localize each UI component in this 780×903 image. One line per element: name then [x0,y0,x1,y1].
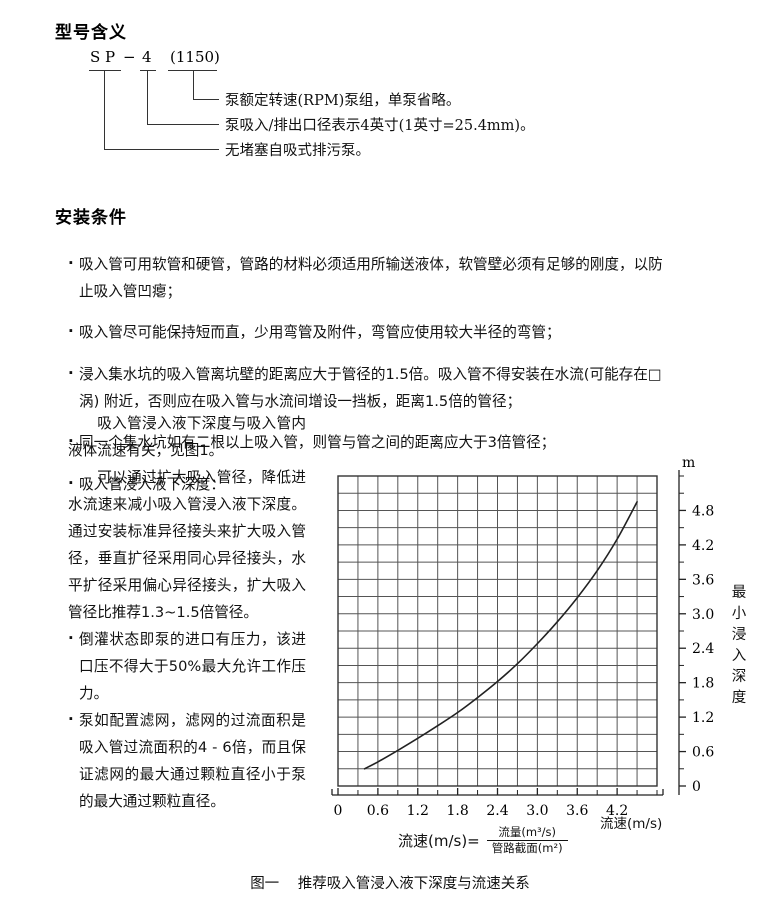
chart-y-axis-title: 最小浸入深度 [729,583,749,709]
list-item: 吸入管可用软管和硬管，管路的材料必须适用所输送液体，软管壁必须有足够的刚度，以防… [68,250,668,305]
chart-x-tick-label: 0 [334,803,343,815]
chart-x-tick-label: 1.2 [407,803,429,815]
chart-y-axis-title-char: 浸 [731,627,747,643]
chart-y-axis-title-char: 最 [731,585,747,601]
chart-immersion-depth-vs-velocity: m 0 0.6 1.2 1.8 2.4 3.0 3.6 4.2 4.8 0 0.6 1.2 1.8 2.… [325,455,775,855]
chart-y-tick-label: 4.2 [692,538,714,554]
chart-x-axis [331,788,664,796]
list-item: 泵如配置滤网，滤网的过流面积是吸入管过流面积的4 - 6倍，而且保证滤网的最大通… [68,706,306,815]
formula-denominator: 管路截面(m²) [486,840,568,855]
formula-left-side: 流速(m/s)= [398,832,480,851]
paragraph: 吸入管浸入液下深度与吸入管内液体流速有关，见图1。 [68,415,306,459]
list-item: 倒灌状态即泵的进口有压力，该进口压不得大于50%最大允许工作压力。 [68,625,306,707]
model-code-diagram: S P − 4 (1150) 泵额定转速(RPM)泵组，单泵省略。 泵吸入/排出… [89,44,730,174]
chart-y-axis-title-char: 入 [731,648,747,664]
chart-x-axis-title: 流速(m/s) [600,816,663,832]
immersion-depth-column: 吸入管浸入液下深度与吸入管内液体流速有关，见图1。 可以通过扩大吸入管径，降低进… [68,410,306,815]
chart-x-tick-label: 0.6 [367,803,389,815]
page-title-model-meaning: 型号含义 [55,23,127,43]
model-leader-size-vertical [147,70,148,124]
paragraph: 可以通过扩大吸入管径，降低进水流速来减小吸入管浸入液下深度。通过安装标准异径接头… [68,469,306,621]
chart-y-tick-label: 0 [692,779,701,795]
model-leader-series-vertical [104,70,105,149]
list-item: 同一个集水坑如有二根以上吸入管，则管与管之间的距离应大于3倍管径； [68,428,668,456]
chart-y-tick-label: 1.2 [692,710,714,726]
list-item: 浸入集水坑的吸入管离坑壁的距离应大于管径的1.5倍。吸入管不得安装在水流(可能存… [68,360,668,415]
velocity-formula: 流速(m/s)= 流量(m³/s) 管路截面(m²) [398,825,568,855]
chart-y-axis-title-char: 度 [731,690,747,706]
chart-y-tick-label: 2.4 [692,641,714,657]
model-token-dash: − [123,48,136,66]
model-underline-speed [168,70,217,71]
list-item: 吸入管尽可能保持短而直，少用弯管及附件，弯管应使用较大半径的弯管； [68,318,668,346]
chart-y-tick-label: 4.8 [692,503,714,519]
model-leader-speed-horizontal [193,99,219,100]
chart-x-tick-label: 4.2 [606,803,628,815]
chart-y-tick-label: 1.8 [692,676,714,692]
figure-title: 推荐吸入管浸入液下深度与流速关系 [297,876,530,892]
model-token-size: 4 [142,48,152,66]
model-token-series: S P [90,48,116,66]
chart-y-unit: m [682,455,696,471]
model-note-series: 无堵塞自吸式排污泵。 [225,143,370,159]
chart-x-tick-label: 1.8 [446,803,468,815]
formula-fraction: 流量(m³/s) 管路截面(m²) [486,825,568,855]
model-note-size: 泵吸入/排出口径表示4英寸(1英寸=25.4mm)。 [225,118,535,134]
chart-y-axis-title-char: 深 [731,669,747,685]
model-leader-size-horizontal [147,124,219,125]
figure-caption: 图一 推荐吸入管浸入液下深度与流速关系 [0,872,780,893]
model-leader-speed-vertical [193,70,194,99]
model-underline-series [89,70,121,71]
install-conditions-list: 吸入管可用软管和硬管，管路的材料必须适用所输送液体，软管壁必须有足够的刚度，以防… [68,236,668,499]
chart-y-axis [678,470,686,795]
model-token-speed: (1150) [170,48,220,66]
formula-numerator: 流量(m³/s) [498,825,556,839]
chart-y-tick-label: 0.6 [692,745,714,761]
chart-plot-frame [337,475,658,787]
chart-x-tick-labels: 0 0.6 1.2 1.8 2.4 3.0 3.6 4.2 [334,803,629,815]
chart-y-tick-label: 3.0 [692,607,714,623]
page-title-install-conditions: 安装条件 [55,208,127,228]
chart-curve-path [363,501,638,770]
chart-y-tick-label: 3.6 [692,572,714,588]
model-leader-series-horizontal [104,149,219,150]
chart-x-tick-label: 3.6 [566,803,588,815]
chart-x-tick-label: 2.4 [486,803,508,815]
figure-number: 图一 [250,876,280,892]
chart-series-curve [363,501,638,770]
model-note-speed: 泵额定转速(RPM)泵组，单泵省略。 [225,93,461,109]
chart-x-tick-label: 3.0 [526,803,548,815]
chart-gridlines [337,475,658,787]
chart-canvas: 0 0.6 1.2 1.8 2.4 3.0 3.6 4.2 4.8 0 0.6 1.2 1.8 2.4 3… [331,470,714,815]
chart-y-tick-labels: 0 0.6 1.2 1.8 2.4 3.0 3.6 4.2 4.8 [692,503,714,795]
model-underline-size [140,70,156,71]
chart-y-axis-title-char: 小 [731,606,747,622]
list-item: 吸入管浸入液下深度： [68,470,668,498]
